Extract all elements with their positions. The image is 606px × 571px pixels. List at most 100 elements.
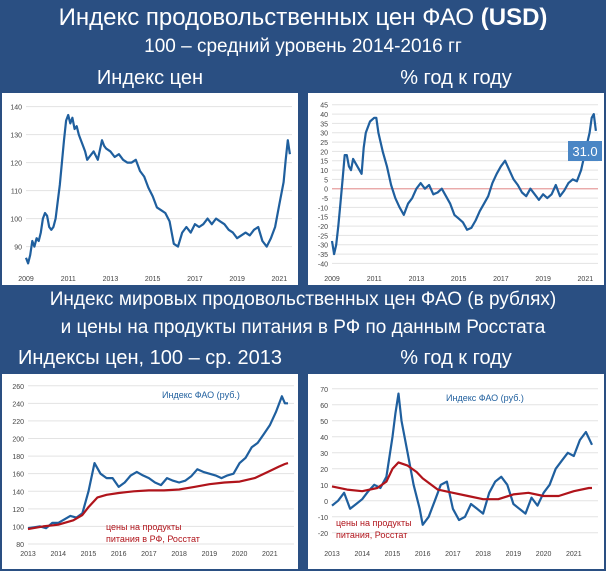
- main-title: Индекс продовольственных цен ФАО (USD): [0, 4, 606, 32]
- x-tick-label: 2014: [50, 551, 66, 558]
- x-tick-label: 2016: [111, 551, 127, 558]
- panel4-title: % год к году: [400, 347, 512, 369]
- x-tick-label: 2019: [229, 276, 245, 283]
- x-tick-label: 2013: [409, 276, 425, 283]
- y-tick-label: 70: [320, 387, 328, 394]
- panel1-title: Индекс цен: [96, 67, 204, 89]
- y-tick-label: 5: [324, 177, 328, 184]
- y-tick-label: 0: [324, 187, 328, 194]
- main-title-text: Индекс продовольственных цен ФАО: [58, 4, 475, 31]
- series-line-1: [24, 113, 291, 265]
- x-tick-label: 2011: [61, 276, 76, 283]
- y-tick-label: 140: [10, 105, 22, 112]
- y-tick-label: 240: [12, 401, 24, 408]
- series-line-2: [331, 461, 592, 501]
- chart-panel-4: -20 -10 0 10 20 30 40 50 60 70 2013 2014 2015 2016 201…: [308, 374, 604, 569]
- y-tick-label: 20: [320, 467, 328, 474]
- y-tick-label: 260: [12, 384, 24, 391]
- series-line-1: [330, 113, 597, 256]
- y-tick-label: 40: [320, 112, 328, 119]
- x-tick-label: 2015: [145, 276, 161, 283]
- x-tick-label: 2021: [578, 276, 594, 283]
- y-tick-label: 10: [320, 483, 328, 490]
- x-tick-label: 2009: [324, 276, 340, 283]
- chart-fao-usd-index: 90 100 110 120 130 140 2009 2011 2013 2015 2017 201…: [10, 105, 292, 283]
- series-label-rf-line1: цены на продукты: [336, 518, 412, 528]
- y-tick-label: -5: [322, 196, 328, 203]
- y-tick-label: 20: [320, 149, 328, 156]
- y-tick-label: 30: [320, 451, 328, 458]
- y-tick-label: -25: [318, 233, 328, 240]
- x-tick-label: 2019: [535, 276, 551, 283]
- x-tick-label: 2019: [506, 551, 522, 558]
- x-tick-label: 2009: [18, 276, 34, 283]
- y-tick-label: -35: [318, 252, 328, 259]
- y-tick-label: 120: [10, 161, 22, 168]
- x-tick-label: 2017: [445, 551, 461, 558]
- y-tick-label: 0: [324, 499, 328, 506]
- y-tick-label: 60: [320, 403, 328, 410]
- y-tick-label: 10: [320, 168, 328, 175]
- y-tick-label: 80: [16, 542, 24, 549]
- y-tick-label: 180: [12, 454, 24, 461]
- panel2-title: % год к году: [400, 67, 512, 89]
- y-tick-label: 35: [320, 121, 328, 128]
- chart-panel-3: 80 100 120 140 160 180 200 220 240 260 2013 2014 201…: [2, 374, 298, 569]
- y-tick-label: 160: [12, 472, 24, 479]
- y-tick-label: 120: [12, 507, 24, 514]
- x-tick-label: 2017: [141, 551, 157, 558]
- x-tick-label: 2021: [262, 551, 278, 558]
- y-tick-label: 45: [320, 103, 328, 110]
- series-label-rf-line2: питания, Росстат: [336, 530, 407, 540]
- x-tick-label: 2019: [202, 551, 218, 558]
- y-tick-label: 90: [14, 245, 22, 252]
- y-tick-label: -20: [318, 531, 328, 538]
- x-tick-label: 2016: [415, 551, 431, 558]
- value-badge: [568, 141, 602, 161]
- x-tick-label: 2017: [187, 276, 203, 283]
- y-tick-label: 100: [10, 217, 22, 224]
- x-tick-label: 2018: [171, 551, 187, 558]
- x-tick-label: 2014: [354, 551, 370, 558]
- x-tick-label: 2015: [451, 276, 467, 283]
- series-line-1: [331, 392, 593, 526]
- x-tick-label: 2018: [475, 551, 491, 558]
- x-tick-label: 2015: [81, 551, 97, 558]
- x-tick-label: 2015: [385, 551, 401, 558]
- y-tick-label: -10: [318, 205, 328, 212]
- panel3-title: Индексы цен, 100 – ср. 2013: [18, 347, 282, 369]
- y-tick-label: -30: [318, 243, 328, 250]
- y-tick-label: 40: [320, 435, 328, 442]
- series-label-fao: Индекс ФАО (руб.): [162, 390, 240, 400]
- y-tick-label: 15: [320, 159, 328, 166]
- x-tick-label: 2013: [103, 276, 119, 283]
- y-tick-label: -10: [318, 515, 328, 522]
- x-tick-label: 2021: [566, 551, 582, 558]
- y-tick-label: -40: [318, 261, 328, 268]
- x-tick-label: 2011: [367, 276, 382, 283]
- chart-rub-indices: 80 100 120 140 160 180 200 220 240 260 2013 2014 201…: [12, 384, 294, 558]
- series-label-rf-line1: цены на продукты: [106, 522, 182, 532]
- chart-rub-yoy: -20 -10 0 10 20 30 40 50 60 70 2013 2014 2015 2016 201…: [318, 387, 598, 558]
- y-tick-label: 25: [320, 140, 328, 147]
- series-label-rf-line2: питания в РФ, Росстат: [106, 534, 200, 544]
- x-tick-label: 2013: [20, 551, 36, 558]
- main-subtitle: 100 – средний уровень 2014-2016 гг: [144, 36, 462, 57]
- x-tick-label: 2013: [324, 551, 340, 558]
- y-tick-label: -15: [318, 215, 328, 222]
- chart-panel-1: 90 100 110 120 130 140 2009 2011 2013 2015 2017 201…: [2, 93, 298, 285]
- series-label-fao: Индекс ФАО (руб.): [446, 393, 524, 403]
- y-tick-label: 140: [12, 489, 24, 496]
- series-line-2: [27, 462, 289, 531]
- value-badge-label: 31.0: [572, 144, 597, 159]
- y-tick-label: 110: [11, 189, 22, 196]
- section2-title-line2: и цены на продукты питания в РФ по данны…: [60, 317, 546, 338]
- x-tick-label: 2021: [272, 276, 288, 283]
- x-tick-label: 2020: [232, 551, 248, 558]
- y-tick-label: 220: [12, 419, 24, 426]
- series-line-1: [27, 395, 288, 530]
- y-tick-label: 30: [320, 131, 328, 138]
- section2-title-line1: Индекс мировых продовольственных цен ФАО…: [49, 289, 557, 310]
- chart-panel-2: -40 -35 -30 -25 -20 -15 -10 -5 0 5 10 15 20 25 30 35 40 4…: [308, 93, 604, 285]
- y-tick-label: 100: [12, 524, 24, 531]
